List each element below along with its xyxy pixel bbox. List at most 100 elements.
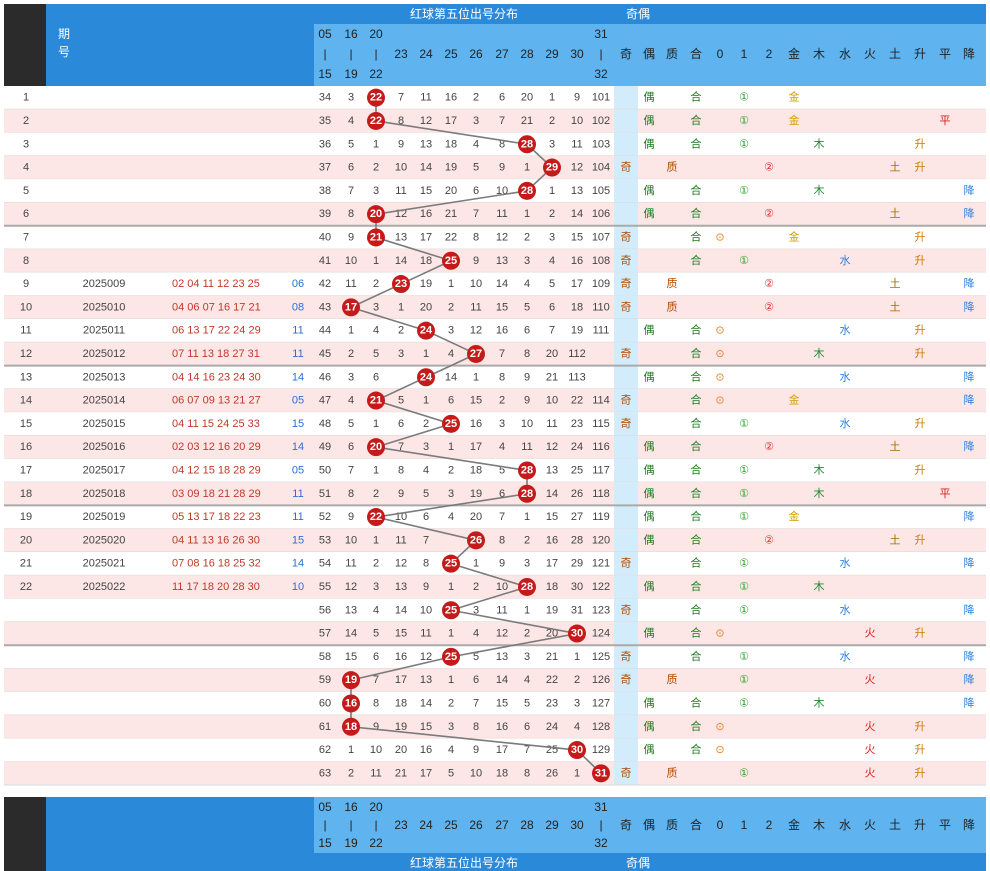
footer-attr-col: 水 xyxy=(839,818,851,832)
footer-range-bottom: 22 xyxy=(369,836,383,850)
remainder-mark: ⊙ xyxy=(715,395,724,407)
miss-count: 9 xyxy=(373,721,379,733)
parity-zone-cell xyxy=(614,109,638,133)
element-mark: 土 xyxy=(890,161,901,174)
miss-count: 5 xyxy=(549,278,555,290)
miss-count: 113 xyxy=(568,371,586,383)
remainder-mark: ① xyxy=(739,115,749,127)
miss-count: 3 xyxy=(448,488,454,500)
miss-count: 4 xyxy=(448,348,454,360)
miss-count: 18 xyxy=(445,138,457,150)
drawn-ball-number: 28 xyxy=(521,488,533,500)
drawn-ball xyxy=(392,275,410,294)
parity-even: 偶 xyxy=(644,440,655,453)
trend-mark: 升 xyxy=(915,137,926,150)
element-mark: 木 xyxy=(814,487,825,500)
miss-count: 15 xyxy=(496,697,508,709)
miss-count: 5 xyxy=(373,628,379,640)
row-index: 10 xyxy=(20,301,32,313)
miss-count: 6 xyxy=(448,395,454,407)
element-mark: 水 xyxy=(840,370,851,383)
remainder-mark: ① xyxy=(739,511,749,523)
row-index: 7 xyxy=(23,231,29,243)
footer-last-bottom: 32 xyxy=(594,836,608,850)
composite-mark: 合 xyxy=(691,462,702,476)
range-col-bottom: 22 xyxy=(369,67,383,81)
row-index: 16 xyxy=(20,441,32,453)
element-mark: 土 xyxy=(890,207,901,220)
row-index: 15 xyxy=(20,418,32,430)
row-issue: 2025009 xyxy=(83,278,126,290)
remainder-mark: ② xyxy=(764,162,774,174)
trend-mark: 降 xyxy=(964,672,975,686)
parity-zone-cell xyxy=(614,342,638,366)
drawn-ball xyxy=(592,764,610,783)
footer-number-col: 29 xyxy=(545,818,559,832)
drawn-ball xyxy=(518,577,536,596)
element-mark: 土 xyxy=(890,300,901,313)
parity-even: 偶 xyxy=(644,114,655,127)
miss-count: 7 xyxy=(348,185,354,197)
footer-attr-col: 合 xyxy=(690,817,702,832)
miss-count: 4 xyxy=(499,441,505,453)
attr-col-header: 奇 xyxy=(620,47,632,61)
composite-mark: 合 xyxy=(691,532,702,546)
miss-count: 13 xyxy=(420,138,432,150)
parity-zone-cell xyxy=(614,598,638,622)
miss-count: 1 xyxy=(448,674,454,686)
miss-count: 119 xyxy=(592,511,610,523)
miss-count: 8 xyxy=(499,138,505,150)
row-red-numbers: 06 13 17 22 24 29 xyxy=(172,325,261,337)
miss-count: 14 xyxy=(420,162,432,174)
parity-title: 奇偶 xyxy=(626,7,650,21)
remainder-mark: ② xyxy=(764,534,774,546)
composite-mark: 合 xyxy=(691,113,702,127)
miss-count: 21 xyxy=(546,651,558,663)
row-blue-number: 08 xyxy=(292,301,304,313)
drawn-ball-number: 24 xyxy=(420,325,433,337)
drawn-ball-number: 28 xyxy=(521,464,533,476)
remainder-mark: ② xyxy=(764,208,774,220)
parity-even: 偶 xyxy=(644,580,655,593)
footer-attr-col: 质 xyxy=(666,818,678,832)
miss-count: 17 xyxy=(571,278,583,290)
miss-count: 10 xyxy=(470,278,482,290)
parity-even: 偶 xyxy=(644,324,655,337)
footer-dark-block xyxy=(4,797,46,871)
miss-count: 10 xyxy=(496,581,508,593)
miss-count: 5 xyxy=(448,767,454,779)
miss-count: 7 xyxy=(473,208,479,220)
range-col-mid: | xyxy=(349,47,352,61)
composite-mark: 合 xyxy=(691,509,702,523)
row-red-numbers: 04 14 16 23 24 30 xyxy=(172,371,261,383)
parity-even: 偶 xyxy=(644,370,655,383)
miss-count: 23 xyxy=(546,697,558,709)
miss-count: 129 xyxy=(592,744,610,756)
miss-count: 41 xyxy=(319,255,331,267)
parity-odd: 奇 xyxy=(621,650,632,663)
row-issue: 2025016 xyxy=(83,441,126,453)
miss-count: 20 xyxy=(420,301,432,313)
drawn-ball xyxy=(518,135,536,154)
element-mark: 木 xyxy=(814,580,825,593)
parity-odd: 奇 xyxy=(621,673,632,686)
miss-count: 20 xyxy=(445,185,457,197)
miss-count: 14 xyxy=(496,278,508,290)
miss-count: 11 xyxy=(571,138,582,150)
footer-range-mid: | xyxy=(349,818,352,832)
miss-count: 2 xyxy=(373,162,379,174)
miss-count: 10 xyxy=(571,115,583,127)
table-row xyxy=(4,272,986,296)
table-row xyxy=(4,528,986,552)
remainder-mark: ⊙ xyxy=(715,721,724,733)
parity-even: 偶 xyxy=(644,743,655,756)
range-col-bottom: 19 xyxy=(344,67,358,81)
element-mark: 火 xyxy=(865,744,876,756)
table-row xyxy=(4,202,986,226)
remainder-mark: ⊙ xyxy=(715,744,724,756)
miss-count: 117 xyxy=(592,464,610,476)
miss-count: 19 xyxy=(571,325,583,337)
drawn-ball xyxy=(518,181,536,200)
row-issue: 2025017 xyxy=(83,464,126,476)
row-blue-number: 11 xyxy=(292,488,303,500)
